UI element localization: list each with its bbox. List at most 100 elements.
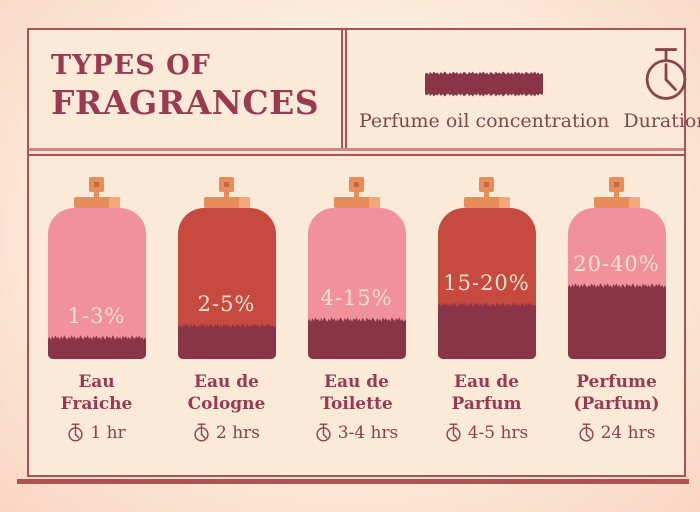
concentration-value: 2-5% [197, 292, 256, 317]
fill-rough-edge [437, 302, 536, 310]
fragrance-name-line-2: Parfum [451, 393, 522, 414]
sprayer-base-highlight [368, 197, 380, 208]
bottle-body: 1-3% [47, 208, 146, 359]
title-block: TYPES OF FRAGRANCES [29, 30, 341, 148]
sprayer-base-highlight [108, 197, 120, 208]
duration-row: 3-4 hrs [315, 422, 399, 443]
fragrance-name-line-2: Toilette [320, 393, 393, 414]
sprayer-icon [203, 177, 250, 208]
bottle-fill-level: 2-5% [177, 292, 276, 359]
concentration-swatch [425, 70, 544, 98]
stopwatch-icon [645, 48, 687, 100]
legend-concentration: Perfume oil concentration [359, 70, 609, 132]
sprayer-stem [224, 192, 229, 197]
sprayer-nozzle [89, 177, 104, 192]
fragrance-name-line-1: Eau de [324, 372, 389, 392]
fill-rough-edge [47, 335, 146, 343]
concentration-value: 15-20% [443, 271, 530, 296]
fragrance-name-line-1: Eau de [454, 372, 519, 392]
duration-legend-label: Duration [623, 110, 700, 132]
bottle-column-eau-de-parfum: 15-20% Eau de Parfum 4-5 hrs [437, 177, 536, 443]
duration-row: 4-5 hrs [445, 423, 528, 443]
sprayer-stem [354, 192, 359, 197]
infographic-frame: TYPES OF FRAGRANCES Perfume oil concentr… [27, 28, 700, 477]
bottle-fill-level: 1-3% [47, 304, 146, 359]
sprayer-nozzle [479, 177, 494, 192]
fragrance-name-line-1: Perfume [576, 372, 657, 392]
header-rule-thick [29, 148, 684, 151]
fragrance-name-line-1: Eau de [194, 372, 259, 392]
bottle-body: 4-15% [307, 208, 406, 359]
fill-rough-edge [307, 317, 406, 325]
concentration-legend-label: Perfume oil concentration [359, 110, 610, 132]
header-rule-thin [29, 154, 684, 156]
title-line-1: TYPES OF [51, 50, 211, 81]
sprayer-base-highlight [628, 197, 640, 208]
stopwatch-icon [578, 423, 594, 442]
bottle-fill-level: 4-15% [307, 286, 406, 359]
fragrance-name: Eau Fraiche [61, 372, 133, 416]
fragrance-name: Eau de Toilette [320, 372, 392, 416]
sprayer-base [463, 197, 510, 208]
duration-value: 24 hrs [600, 422, 656, 443]
swatch-rough-edge-bottom [425, 92, 544, 97]
stopwatch-icon [68, 423, 83, 442]
sprayer-icon [73, 177, 120, 208]
stopwatch-icon [194, 423, 209, 442]
bottle-body: 15-20% [437, 208, 536, 359]
header: TYPES OF FRAGRANCES Perfume oil concentr… [29, 30, 700, 148]
sprayer-base [73, 197, 120, 208]
sprayer-hole [94, 182, 99, 187]
sprayer-stem [614, 192, 619, 197]
bottom-double-rule [17, 479, 689, 484]
sprayer-icon [333, 177, 380, 208]
sprayer-stem [484, 192, 489, 197]
sprayer-hole [484, 182, 489, 187]
duration-row: 1 hr [67, 422, 126, 443]
fragrance-name-line-2: Fraiche [60, 393, 133, 414]
fragrance-name-line-2: (Parfum) [573, 393, 660, 414]
duration-value: 1 hr [90, 422, 126, 443]
bottle-body: 2-5% [177, 208, 276, 359]
sprayer-base-highlight [238, 197, 250, 208]
fill-rough-edge [177, 323, 276, 331]
swatch-body [425, 76, 544, 92]
bottle-fill-level: 15-20% [437, 271, 536, 359]
sprayer-base [203, 197, 250, 208]
sprayer-hole [614, 182, 619, 187]
fill-rough-edge [567, 282, 666, 290]
sprayer-nozzle [349, 177, 364, 192]
sprayer-nozzle [219, 177, 234, 192]
sprayer-nozzle [609, 177, 624, 192]
fragrance-name: Eau de Parfum [452, 372, 522, 416]
duration-row: 2 hrs [193, 423, 260, 443]
sprayer-stem [94, 192, 99, 197]
bottle-column-eau-de-cologne: 2-5% Eau de Cologne 2 hrs [177, 177, 276, 443]
sprayer-hole [224, 182, 229, 187]
bottle-body: 20-40% [567, 208, 666, 359]
duration-row: 24 hrs [578, 422, 656, 443]
concentration-value: 20-40% [573, 251, 660, 276]
header-vertical-divider [341, 30, 347, 148]
concentration-value: 1-3% [67, 304, 126, 329]
sprayer-base [333, 197, 380, 208]
sprayer-base-highlight [498, 197, 510, 208]
bottle-row: 1-3% Eau Fraiche 1 hr 2-5% [29, 156, 684, 475]
fragrance-name-line-1: Eau [78, 372, 115, 392]
sprayer-hole [354, 182, 359, 187]
stopwatch-icon [446, 423, 461, 442]
fragrance-name-line-2: Cologne [187, 393, 266, 414]
stopwatch-icon [316, 423, 331, 442]
sprayer-icon [463, 177, 510, 208]
duration-value: 3-4 hrs [337, 422, 399, 443]
swatch-rough-edge-top [425, 71, 544, 76]
concentration-value: 4-15% [320, 286, 393, 311]
title-line-2: FRAGRANCES [51, 83, 320, 122]
bottle-column-eau-fraiche: 1-3% Eau Fraiche 1 hr [47, 177, 146, 443]
duration-value: 2 hrs [215, 422, 261, 443]
fragrance-name: Perfume (Parfum) [573, 372, 659, 416]
sprayer-base [593, 197, 640, 208]
sprayer-icon [593, 177, 640, 208]
fragrance-name: Eau de Cologne [188, 372, 266, 416]
legend: Perfume oil concentration Duration [347, 30, 700, 148]
